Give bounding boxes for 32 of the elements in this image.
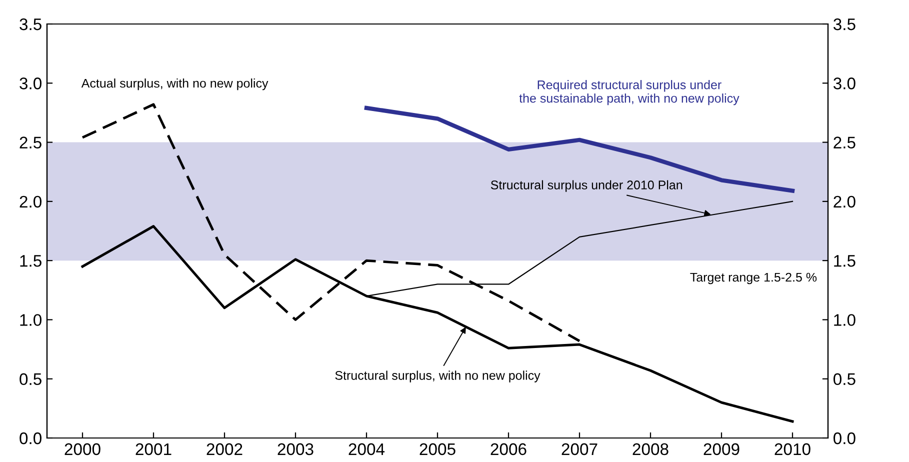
y2-tick-label: 2.5 bbox=[834, 136, 856, 148]
band-label: Target range 1.5-2.5 % bbox=[690, 272, 817, 284]
x-tick-label: 2006 bbox=[490, 443, 526, 456]
x-tick-label: 2008 bbox=[632, 443, 668, 456]
x-tick-label: 2005 bbox=[420, 443, 456, 456]
x-tick-label: 2001 bbox=[136, 443, 172, 456]
y2-tick-label: 2.0 bbox=[834, 196, 856, 208]
y2-tick-label: 1.5 bbox=[834, 255, 856, 267]
y-tick-label: 2.0 bbox=[20, 196, 42, 208]
y-tick-label: 3.5 bbox=[20, 18, 42, 30]
x-tick-label: 2004 bbox=[348, 443, 385, 456]
y2-tick-label: 0.0 bbox=[834, 432, 856, 444]
y-tick-label: 3.0 bbox=[20, 78, 42, 90]
y2-tick-label: 3.0 bbox=[833, 78, 856, 90]
y-tick-label: 0.0 bbox=[20, 432, 42, 444]
text: Actual surplus, with no new policy bbox=[81, 78, 268, 90]
x-tick-label: 2010 bbox=[774, 443, 810, 456]
x-tick-label: 2002 bbox=[206, 443, 242, 456]
text: Structural surplus under 2010 Plan bbox=[490, 180, 682, 192]
series-label: Structural surplus, with no new policy bbox=[335, 370, 540, 382]
y2-tick-label: 1.0 bbox=[834, 314, 856, 326]
x-tick-label: 2007 bbox=[562, 443, 598, 456]
y-tick-label: 2.5 bbox=[20, 136, 42, 148]
y-tick-label: 1.5 bbox=[20, 255, 42, 267]
y2-tick-label: 0.5 bbox=[834, 373, 856, 386]
x-tick-label: 2003 bbox=[278, 443, 314, 456]
x-tick-label: 2000 bbox=[64, 443, 100, 456]
text: Required structural surplus under the sustainable path, with no new policy bbox=[519, 80, 740, 106]
y-tick-label: 0.5 bbox=[20, 373, 42, 386]
y-tick-label: 1.0 bbox=[20, 314, 42, 326]
x-tick-label: 2009 bbox=[704, 443, 740, 456]
y2-tick-label: 3.5 bbox=[833, 18, 856, 30]
